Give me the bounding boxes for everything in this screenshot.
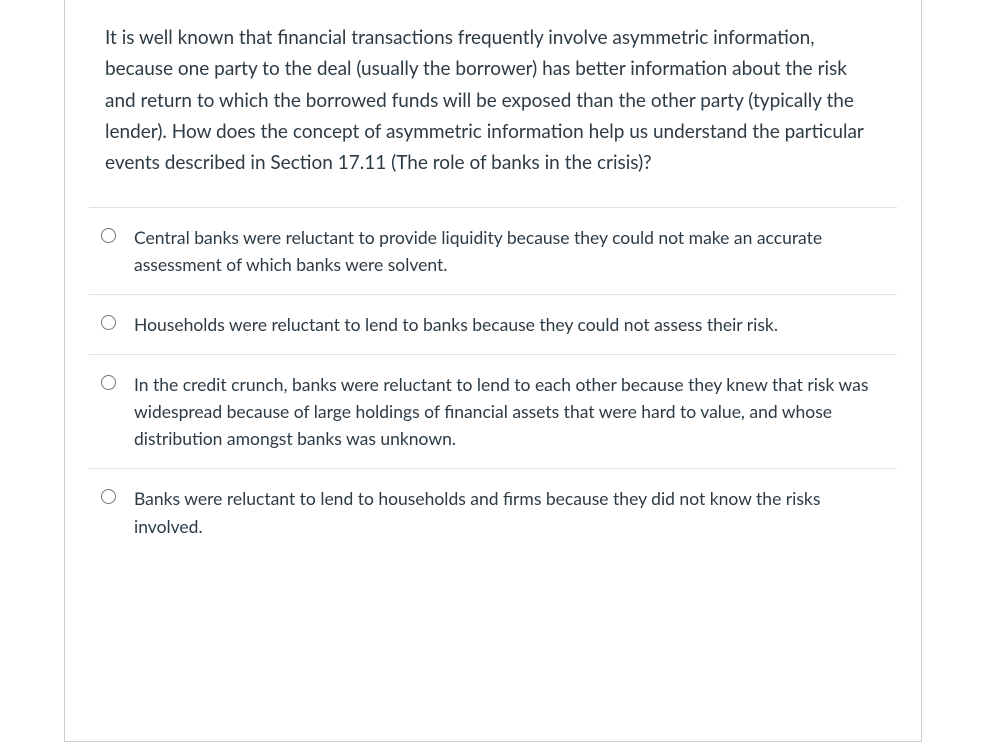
option-text: Central banks were reluctant to provide … xyxy=(134,224,889,278)
option-text: In the credit crunch, banks were relucta… xyxy=(134,371,889,452)
question-card: It is well known that financial transact… xyxy=(64,0,922,742)
radio-icon[interactable] xyxy=(101,228,116,243)
options-list: Central banks were reluctant to provide … xyxy=(65,207,921,586)
option-text: Banks were reluctant to lend to househol… xyxy=(134,485,889,539)
radio-icon[interactable] xyxy=(101,315,116,330)
radio-icon[interactable] xyxy=(101,375,116,390)
option-text: Households were reluctant to lend to ban… xyxy=(134,311,778,338)
option-row[interactable]: Households were reluctant to lend to ban… xyxy=(89,294,897,354)
option-row[interactable]: In the credit crunch, banks were relucta… xyxy=(89,354,897,468)
question-text: It is well known that financial transact… xyxy=(65,0,921,207)
option-row[interactable]: Central banks were reluctant to provide … xyxy=(89,207,897,294)
radio-icon[interactable] xyxy=(101,489,116,504)
option-row[interactable]: Banks were reluctant to lend to househol… xyxy=(89,468,897,555)
